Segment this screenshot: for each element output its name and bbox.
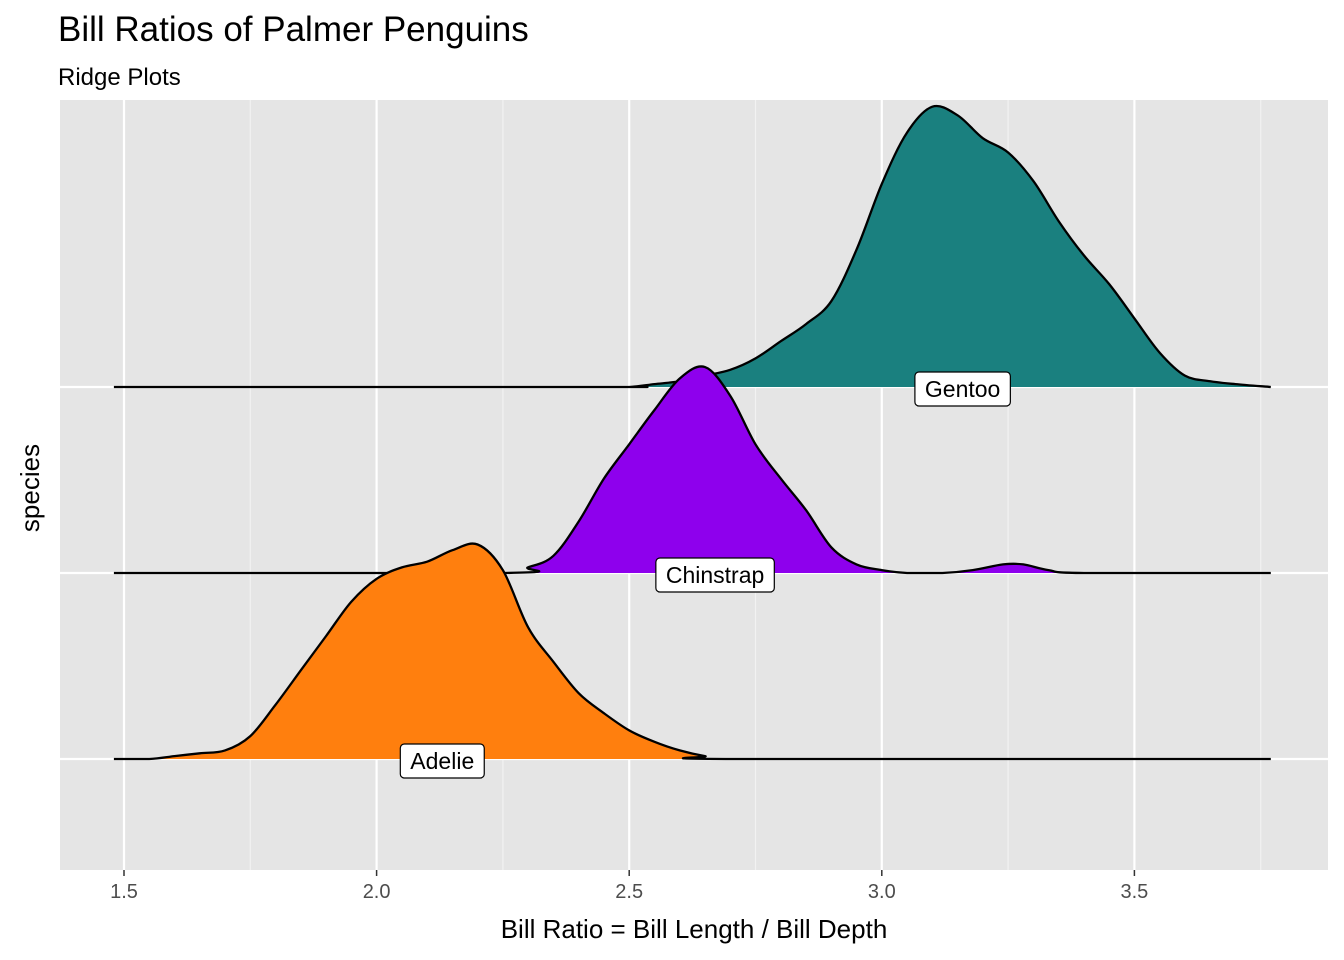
ridge-label-group: Adelie Chinstrap Gentoo xyxy=(399,371,1011,779)
ridge-outline-adelie xyxy=(113,542,1271,761)
ridge-label-gentoo: Gentoo xyxy=(914,371,1011,407)
ridge-outline-gentoo xyxy=(113,104,1271,389)
ridge-label-text: Chinstrap xyxy=(666,562,764,588)
ridge-label-box xyxy=(399,743,485,779)
x-tick-label: 1.5 xyxy=(110,881,138,903)
x-tick-label: 3.5 xyxy=(1120,881,1148,903)
x-tick-label: 3.0 xyxy=(868,881,896,903)
ridge-label-chinstrap: Chinstrap xyxy=(655,557,775,593)
ridge-group xyxy=(113,104,1271,761)
ridge-label-text: Gentoo xyxy=(925,376,1000,402)
x-tick-label: 2.0 xyxy=(363,881,391,903)
x-tick-label: 2.5 xyxy=(615,881,643,903)
x-axis-ticks: 1.5 2.0 2.5 3.0 3.5 xyxy=(110,870,1148,903)
ridge-outline-chinstrap xyxy=(113,365,1271,575)
ridge-label-box xyxy=(655,557,775,593)
ridge-label-adelie: Adelie xyxy=(399,743,485,779)
x-axis-title: Bill Ratio = Bill Length / Bill Depth xyxy=(501,914,888,944)
chart-subtitle: Ridge Plots xyxy=(58,64,181,91)
chart-title: Bill Ratios of Palmer Penguins xyxy=(58,10,529,49)
ridge-fill-adelie xyxy=(113,543,1271,759)
ridge-label-box xyxy=(914,371,1011,407)
ridge-fill-gentoo xyxy=(113,106,1271,387)
ridge-fill-chinstrap xyxy=(113,366,1271,573)
y-axis-title: species xyxy=(15,444,45,532)
ridge-label-text: Adelie xyxy=(410,748,474,774)
